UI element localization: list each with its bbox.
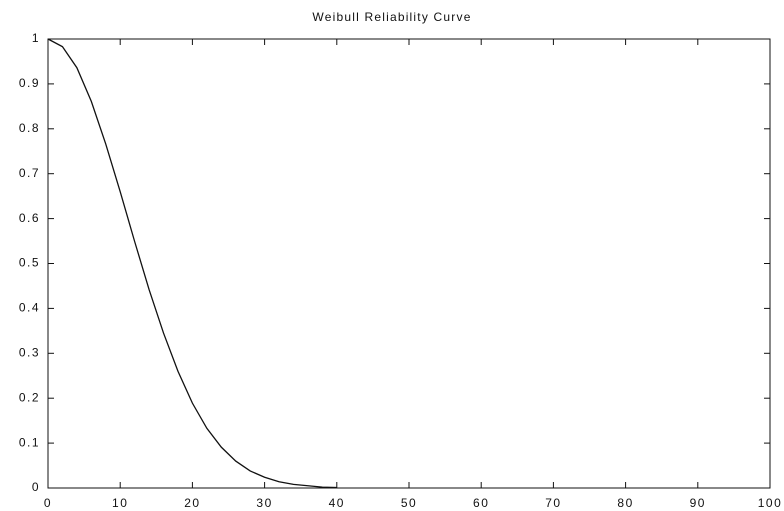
x-tick-label: 60 — [473, 496, 489, 510]
y-tick-label: 0.2 — [19, 390, 40, 404]
x-tick-label: 100 — [758, 496, 783, 510]
y-tick-label: 1 — [32, 31, 40, 45]
y-tick-label: 0.3 — [19, 345, 40, 359]
y-tick-label: 0.7 — [19, 166, 40, 180]
y-tick-label: 0 — [32, 480, 40, 494]
y-tick-label: 0.9 — [19, 76, 40, 90]
y-tick-label: 0.6 — [19, 211, 40, 225]
chart-title: Weibull Reliability Curve — [312, 10, 471, 24]
x-tick-label: 20 — [184, 496, 200, 510]
y-tick-label: 0.5 — [19, 256, 40, 270]
x-tick-label: 10 — [112, 496, 128, 510]
x-tick-label: 50 — [401, 496, 417, 510]
y-tick-label: 0.4 — [19, 301, 40, 315]
y-tick-label: 0.8 — [19, 121, 40, 135]
x-tick-label: 30 — [256, 496, 272, 510]
x-tick-label: 70 — [545, 496, 561, 510]
data-line — [47, 38, 337, 489]
x-tick-label: 90 — [690, 496, 706, 510]
x-tick-label: 40 — [329, 496, 345, 510]
x-tick-label: 80 — [617, 496, 633, 510]
y-tick-label: 0.1 — [19, 435, 40, 449]
x-tick-label: 0 — [44, 496, 52, 510]
